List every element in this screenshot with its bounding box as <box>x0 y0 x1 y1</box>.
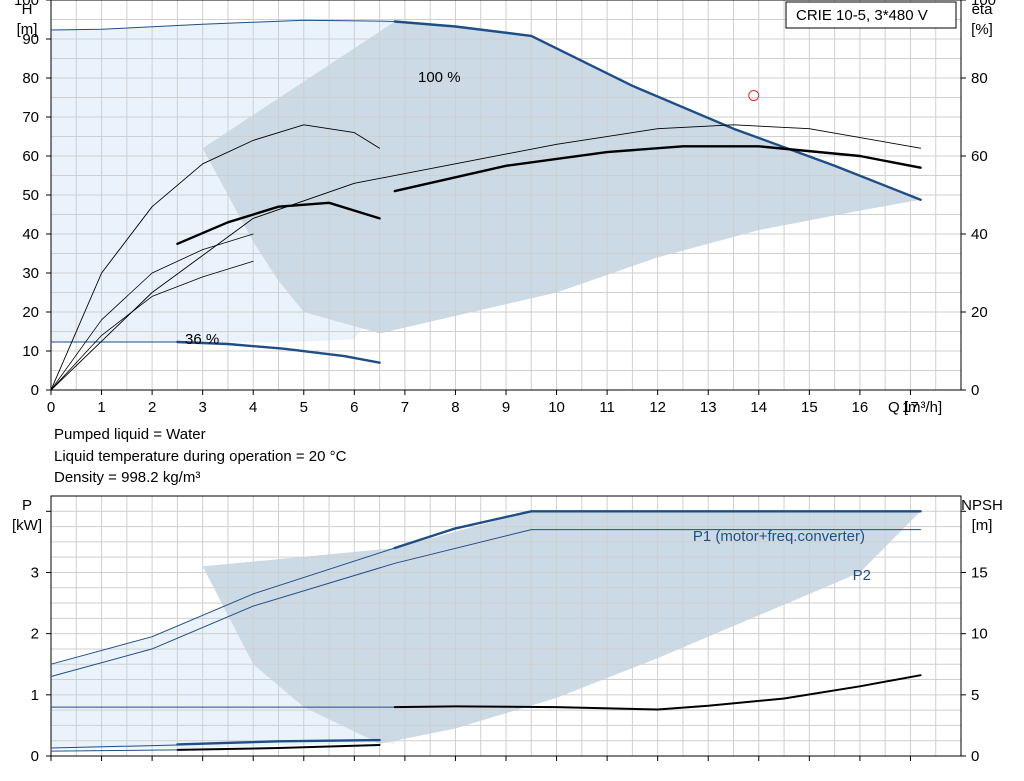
y-right-tick-label: 0 <box>971 748 979 765</box>
y-right-tick-label: 100 <box>971 0 996 9</box>
y-left-tick-label: 3 <box>31 564 39 581</box>
x-tick-label: 11 <box>599 399 615 416</box>
y-right-tick-label: 15 <box>971 564 988 581</box>
curve-eta-36-thin <box>50 124 381 391</box>
x-tick-label: 3 <box>198 399 206 416</box>
x-tick-label: 5 <box>300 399 308 416</box>
curve-eta-aux-2 <box>50 260 254 391</box>
y-right-tick-label: 40 <box>971 226 988 243</box>
liquid-info: Pumped liquid = Water Liquid temperature… <box>54 426 347 486</box>
curve-h-light-upper <box>50 19 396 31</box>
x-tick-label: 16 <box>852 399 869 416</box>
operating-band-dark <box>202 21 921 334</box>
y-right-tick-label: 60 <box>971 148 988 165</box>
duty-point-marker <box>748 90 760 102</box>
curve-label-36-percent: 36 % <box>185 331 219 348</box>
y-left-tick-label: 70 <box>22 109 39 126</box>
y-left-axis-symbol: H <box>22 1 33 18</box>
y-right-tick-label: 80 <box>971 70 988 87</box>
y-left-tick-label: 10 <box>22 343 39 360</box>
curve-eta-100-thin <box>50 124 922 391</box>
y-left-tick-label: 40 <box>22 226 39 243</box>
x-tick-label: 8 <box>451 399 459 416</box>
curve-h-36- <box>176 340 381 364</box>
curve-eta-100- <box>393 145 922 193</box>
operating-band-dark <box>202 511 921 744</box>
curve-label-100-percent: 100 % <box>418 69 461 86</box>
info-liquid: Pumped liquid = Water <box>54 426 206 443</box>
x-tick-label: 6 <box>350 399 358 416</box>
y-right-tick-label: 5 <box>971 687 979 704</box>
x-tick-label: 17 <box>902 399 919 416</box>
x-tick-label: 13 <box>700 399 717 416</box>
y-left-tick-label: 90 <box>22 31 39 48</box>
model-label-frame <box>785 1 957 29</box>
x-tick-label: 2 <box>148 399 156 416</box>
x-tick-label: 12 <box>649 399 666 416</box>
x-tick-label: 14 <box>750 399 767 416</box>
curve-p2-upper <box>50 529 922 677</box>
x-tick-label: 1 <box>97 399 105 416</box>
y-right-axis-symbol: NPSH <box>961 497 1003 514</box>
x-tick-label: 7 <box>401 399 409 416</box>
y-left-tick-label: 50 <box>22 187 39 204</box>
curve-p2-36-thin <box>50 749 178 752</box>
y-left-tick-label: 80 <box>22 70 39 87</box>
curve-p1-36- <box>176 738 381 746</box>
curve-label-p1: P1 (motor+freq.converter) <box>693 528 865 545</box>
y-left-tick-label: 0 <box>31 382 39 399</box>
y-left-tick-label: 20 <box>22 304 39 321</box>
head-efficiency-panel: 0 1 2 3 4 5 6 7 8 9 10 11 12 13 14 15 16 17Q [m³/h]010203… <box>14 0 996 416</box>
power-npsh-panel: 0 1 2 3 0 5 10 15 P [kW] NPSH [m] P1 (motor+freq.con… <box>12 495 1003 765</box>
info-density: Density = 998.2 kg/m³ <box>54 469 200 486</box>
y-right-tick-label: 0 <box>971 382 979 399</box>
curve-p1-100- <box>393 510 922 550</box>
x-tick-label: 15 <box>801 399 818 416</box>
curve-eta-36- <box>176 201 381 245</box>
model-label: CRIE 10-5, 3*480 V <box>796 7 928 24</box>
y-right-axis-symbol: eta <box>972 1 994 18</box>
x-tick-label: 10 <box>548 399 565 416</box>
y-right-axis-unit: [%] <box>971 21 993 38</box>
x-tick-label: 9 <box>502 399 510 416</box>
info-temperature: Liquid temperature during operation = 20… <box>54 448 347 465</box>
curve-p1-36-thin <box>50 744 178 749</box>
y-left-tick-label: 0 <box>31 748 39 765</box>
y-left-axis-symbol: P <box>22 497 32 514</box>
curve-p2-36- <box>176 744 381 751</box>
y-left-axis-unit: [m] <box>17 21 38 38</box>
curve-eta-aux-1 <box>50 233 254 391</box>
x-tick-label: 4 <box>249 399 257 416</box>
y-left-tick-label: 30 <box>22 265 39 282</box>
curve-label-p2: P2 <box>853 567 871 584</box>
y-left-tick-label: 100 <box>14 0 39 9</box>
x-tick-label: 0 <box>47 399 55 416</box>
y-left-tick-label: 1 <box>31 687 39 704</box>
y-left-tick-label: 60 <box>22 148 39 165</box>
y-right-axis-unit: [m] <box>972 517 993 534</box>
curve-npsh <box>393 674 922 711</box>
y-right-tick-label: 10 <box>971 626 988 643</box>
x-axis-label: Q [m³/h] <box>888 399 942 416</box>
curve-p1-upper <box>50 547 396 665</box>
y-right-tick-label: 20 <box>971 304 988 321</box>
curve-h-100- <box>393 20 922 201</box>
model-label-box: CRIE 10-5, 3*480 V <box>785 1 957 29</box>
y-left-tick-label: 2 <box>31 626 39 643</box>
y-left-axis-unit: [kW] <box>12 517 42 534</box>
